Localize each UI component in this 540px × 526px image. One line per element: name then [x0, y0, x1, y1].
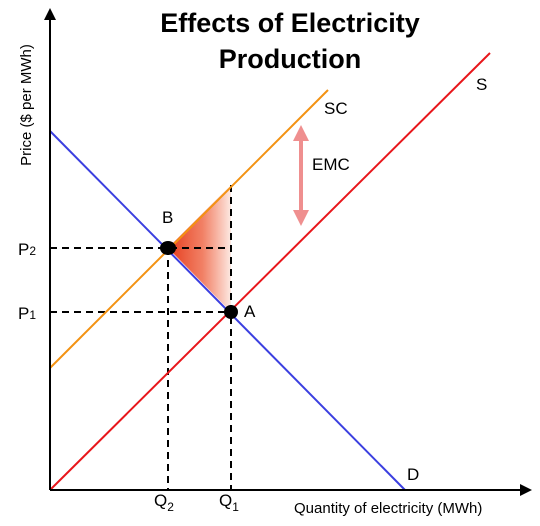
- supply-curve: [49, 52, 491, 491]
- point-a-marker: [224, 305, 238, 319]
- chart-title-line1: Effects of Electricity: [160, 8, 420, 38]
- supply-curve-label: S: [476, 75, 487, 94]
- y-axis-arrowhead: [44, 8, 56, 20]
- social-cost-curve-label: SC: [324, 99, 348, 118]
- point-b-marker: [160, 241, 176, 255]
- q1-tick-label: Q1: [219, 491, 239, 514]
- y-axis-label: Price ($ per MWh): [18, 44, 35, 166]
- demand-curve-label: D: [407, 465, 419, 484]
- x-axis-arrowhead: [520, 484, 532, 496]
- p2-tick-label: P2: [18, 240, 36, 259]
- point-b-label: B: [162, 208, 173, 227]
- p1-tick-label: P1: [18, 304, 36, 323]
- q2-tick-label: Q2: [154, 491, 174, 514]
- chart-title-line2: Production: [219, 44, 362, 74]
- social-cost-curve: [49, 89, 329, 369]
- emc-label: EMC: [312, 155, 350, 174]
- point-a-label: A: [244, 302, 256, 321]
- x-axis-label: Quantity of electricity (MWh): [294, 500, 482, 517]
